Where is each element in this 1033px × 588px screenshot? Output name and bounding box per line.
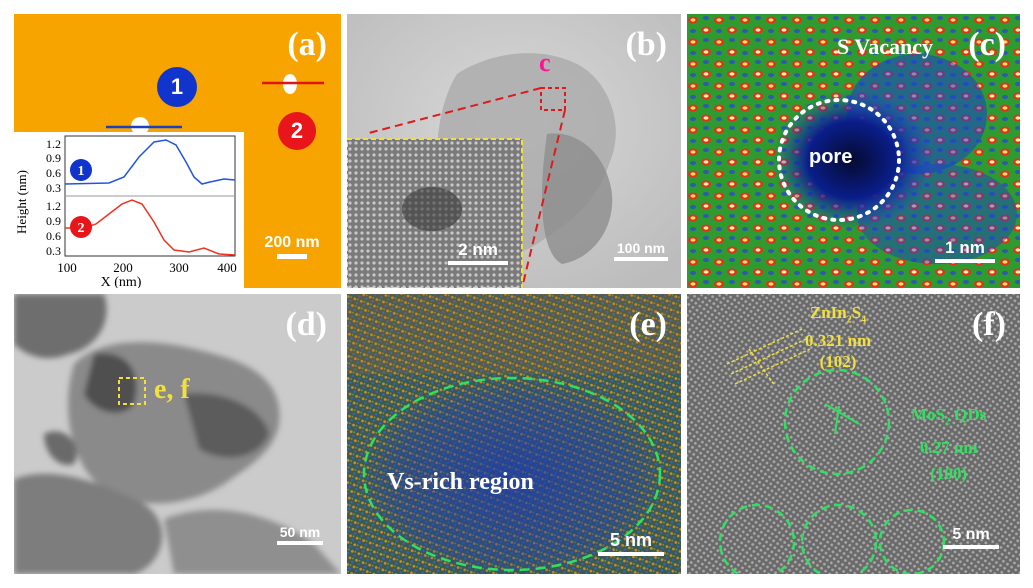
xtick-100: 100 — [57, 260, 77, 275]
mos-annotation: MoS2 QDs 0.27 nm (100) — [911, 405, 987, 484]
vs-rich-ellipse — [362, 376, 662, 572]
ytick-top-2: 0.9 — [46, 151, 61, 165]
panel-a-scalebar: 200 nm — [262, 234, 322, 259]
panel-c: S Vacancy (c) pore 1 nm — [687, 14, 1020, 288]
znins-fringes — [726, 328, 811, 387]
particle-1 — [106, 117, 182, 135]
qd-circle-3 — [878, 508, 946, 574]
qd-circle-2 — [800, 503, 878, 574]
panel-d: (d) e, f 50 nm — [14, 294, 341, 574]
profile-2-line — [65, 199, 236, 256]
pore-label: pore — [809, 146, 853, 168]
panel-b-label: (b) — [625, 26, 667, 63]
panel-b-inset-scalebar: 2 nm — [443, 240, 513, 265]
panel-f-image — [687, 294, 1020, 574]
marker-1: 1 — [157, 67, 197, 107]
xtick-200: 200 — [113, 260, 133, 275]
marker-2: 2 — [278, 112, 316, 150]
qd-circle-main — [783, 368, 891, 476]
panel-a-label: (a) — [287, 26, 327, 63]
panel-d-scalebar: 50 nm — [272, 524, 328, 545]
panel-c-scalebar: 1 nm — [927, 238, 1003, 263]
panel-c-image — [687, 14, 1020, 288]
ytick-top-4: 0.3 — [46, 181, 61, 195]
panel-d-label: (d) — [285, 306, 327, 343]
panel-f-label: (f) — [972, 306, 1006, 343]
panel-e-label: (e) — [629, 306, 667, 343]
inset-xlabel: X (nm) — [101, 275, 142, 288]
inset-badge-2: 2 — [78, 221, 85, 236]
xtick-400: 400 — [217, 260, 237, 275]
pore-circle — [777, 98, 901, 222]
panel-a: (a) 1 2 200 nm 1.2 0.9 0.6 0.3 1.2 0.9 0… — [14, 14, 341, 288]
particle-2 — [262, 74, 324, 94]
panel-c-label: (c) — [968, 26, 1006, 63]
panel-f-scalebar: 5 nm — [935, 526, 1007, 549]
inset-badge-1: 1 — [78, 164, 85, 179]
ytick-top-1: 1.2 — [46, 137, 61, 151]
vs-rich-label: Vs-rich region — [387, 469, 534, 495]
xtick-300: 300 — [169, 260, 189, 275]
ef-region-box — [118, 377, 146, 405]
profile-1-line — [64, 139, 236, 185]
panel-b-scalebar: 100 nm — [609, 240, 673, 261]
panel-e: (e) Vs-rich region 5 nm — [347, 294, 681, 574]
ytick-top-3: 0.6 — [46, 166, 61, 180]
panel-b-image — [347, 14, 681, 288]
panel-f: (f) ZnIn2S4 0.321 nm (102) MoS2 QDs 0.27… — [687, 294, 1020, 574]
qd-circle-1 — [718, 503, 796, 574]
mos-fringe-marks — [824, 403, 860, 435]
panel-e-scalebar: 5 nm — [593, 530, 669, 556]
panel-b: (b) c 2 nm 100 nm — [347, 14, 681, 288]
ytick-bottom-2: 0.9 — [46, 214, 61, 228]
ytick-bottom-1: 1.2 — [46, 199, 61, 213]
panel-b-marker: c — [539, 48, 551, 77]
height-profile-svg: 1.2 0.9 0.6 0.3 1.2 0.9 0.6 0.3 100 200 … — [14, 135, 237, 288]
ytick-bottom-3: 0.6 — [46, 229, 61, 243]
panel-d-image — [14, 294, 341, 574]
znins-annotation: ZnIn2S4 0.321 nm (102) — [805, 303, 872, 372]
height-profile-inset: 1.2 0.9 0.6 0.3 1.2 0.9 0.6 0.3 100 200 … — [14, 132, 244, 288]
panel-e-image — [347, 294, 681, 574]
s-vacancy-title: S Vacancy — [837, 34, 933, 59]
ef-region-label: e, f — [154, 374, 190, 405]
inset-ylabel: Height (nm) — [14, 170, 29, 234]
ytick-bottom-4: 0.3 — [46, 244, 61, 258]
